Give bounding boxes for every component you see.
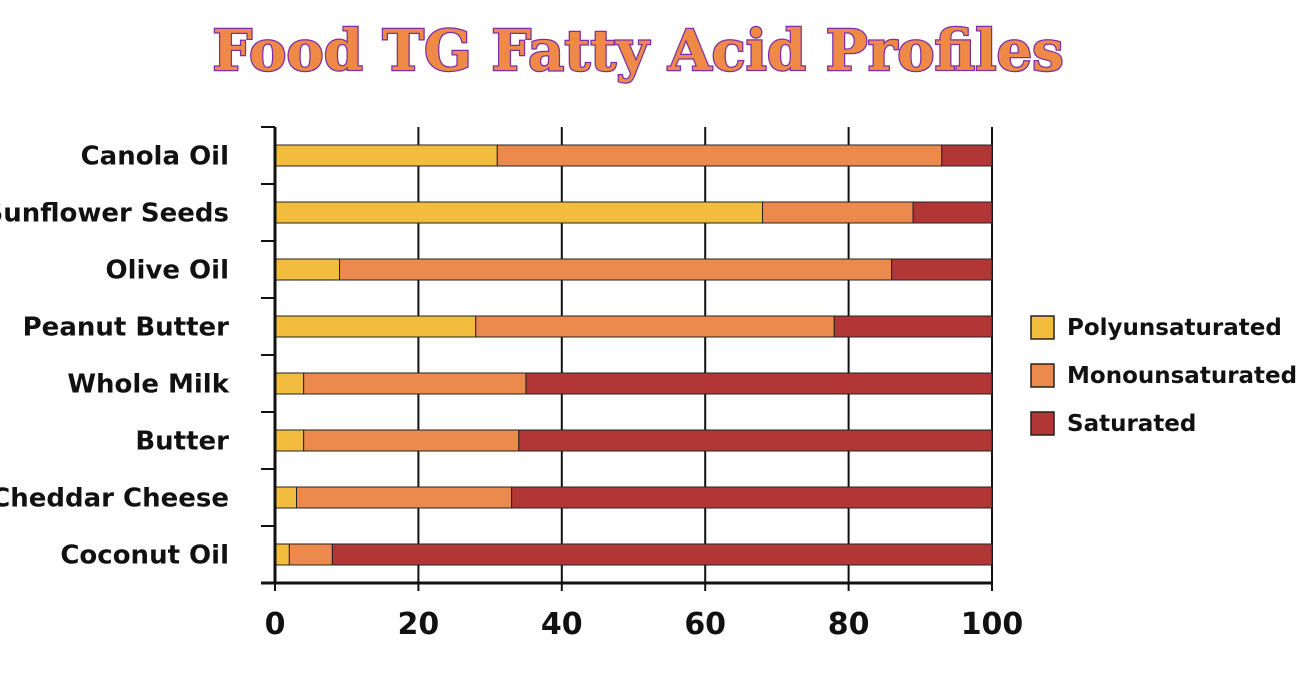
- bar-segment: [303, 372, 527, 395]
- bar-segment: [274, 144, 498, 167]
- category-label: Peanut Butter: [23, 313, 230, 343]
- x-tick-label: 80: [828, 607, 870, 642]
- bar-segment: [331, 543, 993, 566]
- bar-segment: [288, 543, 333, 566]
- bar-segment: [912, 201, 993, 224]
- bar-segment: [303, 429, 520, 452]
- bar-segment: [274, 258, 341, 281]
- category-label: Canola Oil: [81, 142, 229, 172]
- bar-segment: [762, 201, 914, 224]
- bar-segment: [274, 372, 305, 395]
- bar-segment: [274, 543, 290, 566]
- bar-segment: [525, 372, 993, 395]
- category-label: Whole Milk: [67, 370, 229, 400]
- bar-segment: [518, 429, 993, 452]
- bar-segment: [274, 201, 764, 224]
- x-tick-label: 100: [961, 607, 1024, 642]
- grid-lines: [417, 127, 993, 583]
- bar-segment: [833, 315, 993, 338]
- legend-label: Saturated: [1067, 411, 1196, 437]
- category-label: Olive Oil: [106, 256, 230, 286]
- x-tick-label: 20: [398, 607, 440, 642]
- category-labels: Canola Oil Sunflower Seeds Olive Oil Peanut…: [0, 142, 230, 571]
- bar-segment: [274, 315, 477, 338]
- category-label: Coconut Oil: [60, 541, 229, 571]
- bar-segment: [891, 258, 993, 281]
- category-label: Cheddar Cheese: [0, 484, 229, 514]
- legend: Polyunsaturated Monounsaturated Saturated: [1030, 315, 1297, 437]
- x-tick-label: 0: [265, 607, 286, 642]
- category-label: Butter: [135, 427, 229, 457]
- legend-swatch: [1030, 411, 1055, 436]
- category-label: Sunflower Seeds: [0, 199, 229, 229]
- bars: [274, 144, 993, 566]
- legend-swatch: [1030, 363, 1055, 388]
- bar-segment: [274, 429, 305, 452]
- bar-segment: [511, 486, 993, 509]
- bar-segment: [496, 144, 943, 167]
- x-tick-label: 40: [541, 607, 583, 642]
- bar-segment: [274, 486, 298, 509]
- legend-swatch: [1030, 315, 1055, 340]
- legend-label: Monounsaturated: [1067, 363, 1297, 389]
- bar-segment: [296, 486, 513, 509]
- bar-segment: [941, 144, 993, 167]
- legend-label: Polyunsaturated: [1067, 315, 1282, 341]
- bar-segment: [475, 315, 835, 338]
- bar-segment: [339, 258, 893, 281]
- x-tick-label: 60: [684, 607, 726, 642]
- chart-title: Food TG Fatty Acid Profiles: [212, 18, 1063, 84]
- x-tick-labels: 0 20 40 60 80 100: [265, 607, 1024, 642]
- axes: [261, 126, 993, 591]
